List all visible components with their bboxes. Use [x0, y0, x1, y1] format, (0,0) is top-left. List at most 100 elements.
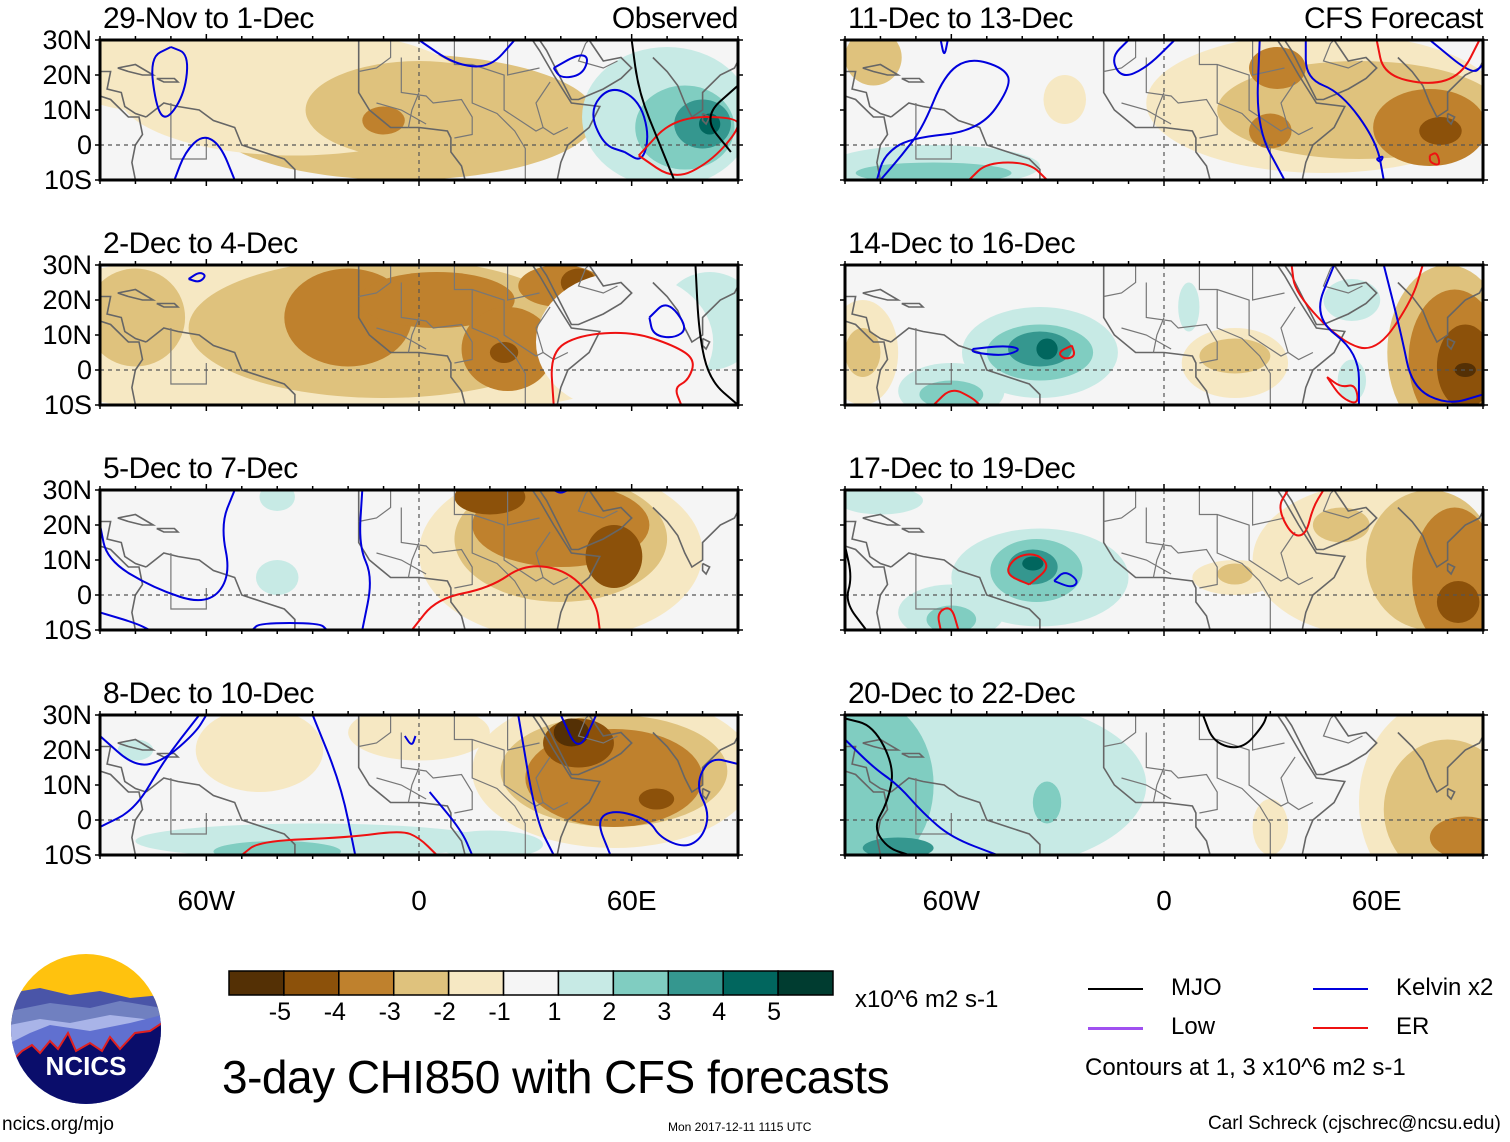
anomaly-shading — [1032, 781, 1062, 824]
country-border — [376, 327, 427, 350]
kelvin-contour — [428, 791, 474, 855]
country-border — [1198, 265, 1314, 361]
map-content — [840, 484, 1488, 636]
contours-note: Contours at 1, 3 x10^6 m2 s-1 — [1085, 1054, 1406, 1081]
map-content — [95, 34, 743, 186]
country-border — [1103, 490, 1137, 523]
er-contour — [550, 331, 694, 405]
country-border — [1280, 531, 1296, 578]
y-tick-label: 10S — [43, 615, 92, 645]
country-border — [1252, 715, 1285, 751]
coastline — [117, 63, 157, 76]
coastline — [156, 302, 180, 308]
coastline — [531, 490, 602, 630]
kelvin-contour — [100, 611, 151, 630]
ncics-logo: NCICS — [11, 954, 161, 1104]
country-border — [577, 715, 618, 744]
legend-line-kelvin-x2 — [1313, 988, 1368, 990]
legend-label: Low — [1171, 1013, 1216, 1040]
coastline — [862, 513, 902, 526]
er-contour — [932, 389, 981, 405]
panel-tag: Observed — [611, 2, 739, 35]
coastline — [701, 562, 711, 576]
coastline — [538, 715, 633, 776]
er-contour — [1375, 40, 1481, 84]
colorbar-tick-label: 5 — [767, 998, 782, 1026]
coastline — [117, 513, 157, 526]
coastline — [1397, 506, 1483, 569]
coastline — [100, 770, 144, 855]
coastline — [1446, 112, 1456, 126]
colorbar-swatch — [722, 970, 779, 996]
footer-url[interactable]: ncics.org/mjo — [2, 1114, 114, 1135]
map-inner — [845, 265, 1483, 405]
country-border — [358, 490, 392, 523]
country-border — [170, 103, 207, 160]
country-border — [358, 715, 392, 748]
map-panel — [840, 34, 1488, 186]
coastline — [1283, 715, 1378, 776]
country-border — [1252, 265, 1285, 301]
country-border — [1198, 715, 1314, 811]
anomaly-shading — [845, 490, 923, 515]
x-tick-label: 0 — [411, 885, 427, 916]
anomaly-shading — [1249, 47, 1306, 89]
country-border — [577, 40, 618, 69]
kelvin-contour — [1113, 40, 1176, 76]
colorbar-tick-label: -1 — [488, 998, 511, 1026]
kelvin-contour — [418, 40, 516, 68]
anomaly-shading — [862, 837, 934, 855]
country-border — [453, 265, 569, 361]
anomaly-shading — [362, 106, 405, 135]
y-tick-label: 10N — [42, 320, 92, 350]
anomaly-shading — [259, 490, 295, 511]
anomaly-shading — [1178, 282, 1200, 332]
er-contour — [411, 565, 601, 630]
footer-timestamp: Mon 2017-12-11 1115 UTC — [668, 1120, 812, 1134]
legend-label: ER — [1396, 1013, 1430, 1040]
coastline — [845, 95, 889, 180]
anomaly-shading — [1217, 563, 1253, 585]
coastline — [652, 506, 738, 569]
country-border — [535, 306, 551, 353]
panel-title: 17-Dec to 19-Dec — [848, 452, 1076, 485]
mjo-contour — [709, 84, 738, 153]
y-tick-label: 0 — [76, 355, 92, 385]
kelvin-contour — [359, 490, 371, 630]
colorbar-swatch — [502, 970, 560, 996]
kelvin-contour — [517, 715, 555, 855]
panel-title: 20-Dec to 22-Dec — [848, 677, 1076, 710]
coastline — [845, 520, 892, 568]
country-border — [1145, 507, 1218, 589]
coastline — [100, 95, 144, 180]
country-border — [1280, 81, 1296, 128]
panel-title: 14-Dec to 16-Dec — [848, 227, 1076, 260]
y-tick-label: 30N — [42, 475, 92, 505]
coastline — [652, 731, 738, 794]
kelvin-contour — [100, 490, 236, 602]
anomaly-shading — [1043, 75, 1087, 124]
coastline — [1397, 731, 1483, 794]
map-content — [95, 484, 743, 636]
country-border — [471, 64, 526, 180]
map-inner — [100, 490, 738, 630]
country-border — [170, 328, 207, 385]
kelvin-contour — [552, 54, 588, 79]
anomaly-shading — [1419, 117, 1462, 145]
er-contour — [241, 831, 438, 855]
anomaly-shading — [1429, 816, 1483, 855]
x-tick-label: 60E — [606, 885, 657, 916]
coastline — [156, 527, 180, 533]
country-border — [915, 553, 952, 610]
map-panel — [95, 34, 743, 186]
country-border — [1152, 92, 1165, 128]
y-tick-label: 30N — [42, 250, 92, 280]
anomaly-shading — [358, 272, 515, 328]
anomaly-shading — [638, 788, 675, 810]
legend-label: Kelvin x2 — [1396, 974, 1494, 1001]
coastline — [538, 265, 633, 326]
coastline — [1276, 40, 1347, 180]
kelvin-contour — [173, 136, 236, 180]
coastline — [100, 520, 147, 568]
colorbar-swatch — [228, 970, 285, 996]
